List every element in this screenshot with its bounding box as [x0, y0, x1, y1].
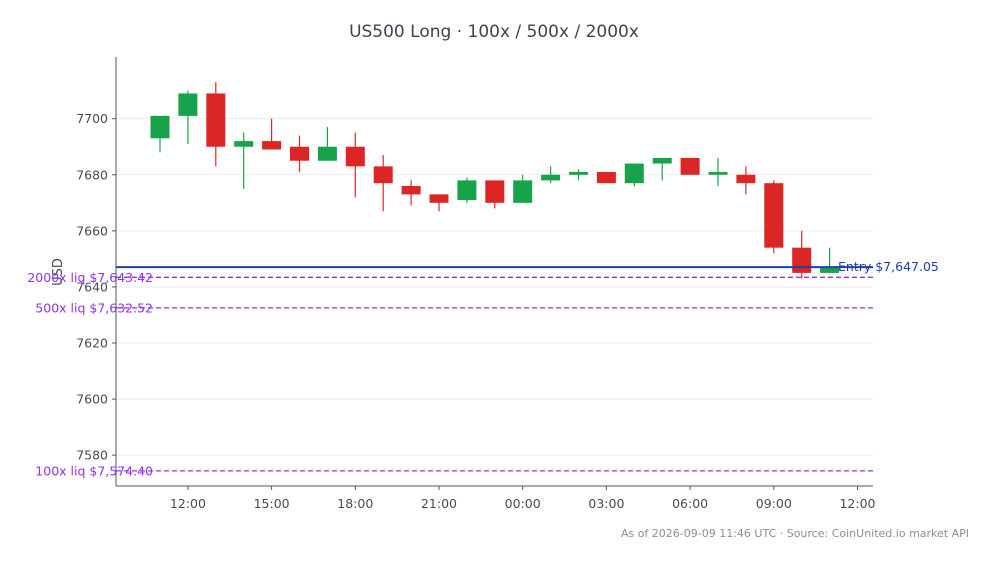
- candle: [345, 132, 365, 198]
- x-tick-label: 03:00: [588, 496, 624, 511]
- candle-body: [345, 146, 365, 167]
- candle: [541, 166, 561, 184]
- candle-body: [290, 146, 309, 161]
- candle: [429, 194, 449, 212]
- liq-500x-label: 500x liq $7,632.52: [35, 300, 153, 315]
- y-tick-label: 7640: [76, 279, 108, 294]
- candle: [596, 171, 616, 184]
- chart-title: US500 Long · 100x / 500x / 2000x: [349, 22, 639, 42]
- candle: [708, 157, 728, 186]
- candle-body: [317, 146, 337, 161]
- candle: [764, 180, 784, 254]
- candle: [485, 180, 505, 209]
- y-tick-label: 7680: [76, 167, 108, 182]
- x-tick-label: 18:00: [337, 496, 373, 511]
- candle-body: [178, 93, 198, 116]
- liq-2000x-label: 2000x liq $7,643.42: [27, 270, 153, 285]
- y-tick-label: 7660: [76, 223, 108, 238]
- candle-body: [206, 93, 226, 147]
- candle-body: [792, 247, 812, 273]
- candle: [317, 127, 337, 161]
- candle-body: [708, 171, 728, 175]
- y-tick-label: 7620: [76, 336, 108, 351]
- candle-body: [262, 141, 282, 150]
- entry-label: Entry $7,647.05: [838, 259, 939, 274]
- candle-body: [764, 183, 784, 248]
- candle-body: [513, 180, 533, 203]
- candle-body: [652, 157, 672, 164]
- candle: [401, 180, 421, 206]
- x-tick-label: 12:00: [839, 496, 875, 511]
- candle: [680, 157, 700, 175]
- liq-100x-label: 100x liq $7,574.40: [35, 463, 153, 478]
- candle: [792, 230, 812, 279]
- x-tick-label: 06:00: [672, 496, 708, 511]
- candle: [624, 163, 644, 186]
- candle: [234, 132, 254, 189]
- price-levels: Entry $7,647.05 2000x liq $7,643.42 500x l…: [27, 259, 939, 478]
- candle-body: [820, 267, 840, 273]
- candle-body: [596, 171, 616, 184]
- candle: [290, 135, 309, 172]
- axes: 7580 7600 7620 7640 7660 7680 7700 12:00 15:00 18…: [76, 57, 876, 511]
- candle-body: [624, 163, 644, 184]
- candle: [373, 155, 393, 212]
- x-tick-label: 21:00: [421, 496, 457, 511]
- candle: [206, 82, 226, 167]
- footer-source: As of 2026-09-09 11:46 UTC · Source: Coi…: [621, 527, 969, 540]
- candle-body: [736, 174, 756, 184]
- x-tick-label: 00:00: [505, 496, 541, 511]
- candle: [150, 115, 170, 153]
- x-tick-label: 12:00: [170, 496, 206, 511]
- y-axis-title: USD: [51, 258, 66, 286]
- candle-body: [541, 174, 561, 181]
- candle-body: [485, 180, 505, 203]
- candle: [262, 118, 282, 150]
- candle-body: [429, 194, 449, 203]
- candle-body: [569, 171, 588, 175]
- candles: [150, 82, 840, 279]
- y-tick-label: 7580: [76, 448, 108, 463]
- candle: [457, 177, 477, 203]
- candle: [820, 247, 840, 273]
- candle-body: [234, 141, 254, 147]
- candle-body: [680, 157, 700, 175]
- candle: [652, 157, 672, 181]
- candle: [178, 90, 198, 144]
- y-tick-label: 7700: [76, 111, 108, 126]
- candle: [513, 174, 533, 203]
- gridlines: [116, 118, 873, 456]
- y-tick-label: 7600: [76, 392, 108, 407]
- candle: [736, 166, 756, 195]
- candle-body: [150, 115, 170, 139]
- candle-body: [401, 185, 421, 195]
- candle: [569, 169, 588, 181]
- candle-body: [457, 180, 477, 200]
- x-tick-label: 09:00: [756, 496, 792, 511]
- x-tick-label: 15:00: [254, 496, 290, 511]
- candle-body: [373, 166, 393, 184]
